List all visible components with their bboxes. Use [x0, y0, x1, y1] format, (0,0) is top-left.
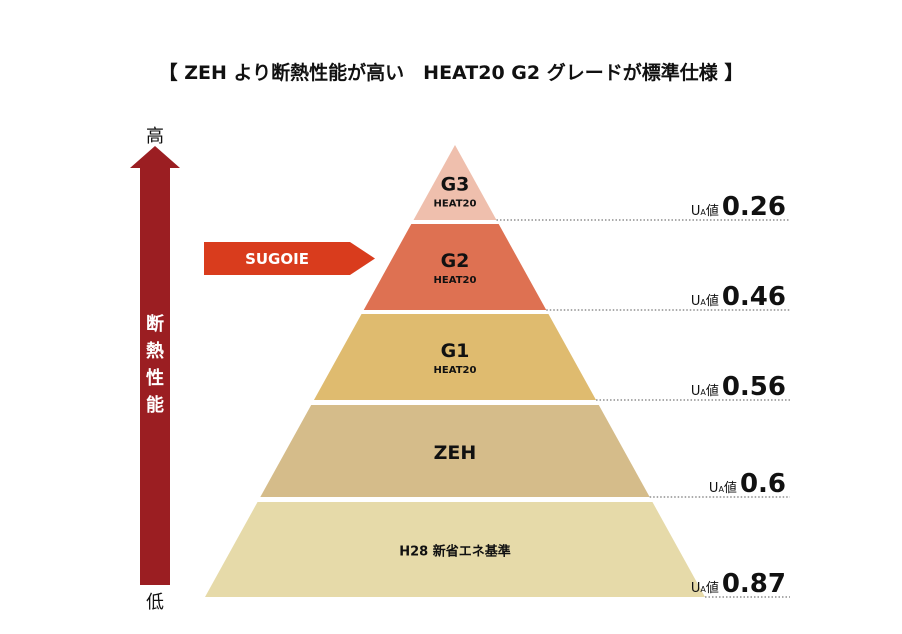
ua-label-unit: 値	[706, 383, 719, 399]
ua-value: UA値 0.26	[691, 192, 786, 222]
level-sub: HEAT20	[434, 275, 477, 286]
ua-label-unit: 値	[724, 480, 737, 496]
ua-label-main: U	[709, 481, 719, 496]
sugoie-arrow	[204, 242, 375, 275]
axis-label-char: 熱	[146, 340, 164, 362]
pyramid-level	[363, 224, 547, 310]
axis-label-char: 断	[146, 313, 164, 335]
ua-label-sub: A	[700, 585, 706, 594]
title: 【 ZEH より断熱性能が高い HEAT20 G2 グレードが標準仕様 】	[159, 61, 744, 84]
ua-value: UA値 0.87	[691, 569, 786, 599]
ua-label-main: U	[691, 384, 701, 399]
level-name: G1	[441, 340, 470, 362]
ua-label-unit: 値	[706, 293, 719, 309]
level-name: ZEH	[434, 442, 477, 464]
level-sub: HEAT20	[434, 365, 477, 376]
ua-label-main: U	[691, 204, 701, 219]
ua-label-sub: A	[718, 485, 724, 494]
pyramid-level	[205, 502, 705, 597]
pyramid-level	[260, 405, 650, 497]
ua-value: UA値 0.6	[709, 469, 786, 499]
ua-value: UA値 0.46	[691, 282, 786, 312]
ua-number: 0.87	[722, 569, 786, 599]
axis-arrow	[130, 146, 180, 585]
ua-value: UA値 0.56	[691, 372, 786, 402]
axis-label: 断熱性能	[146, 313, 164, 416]
level-sub: HEAT20	[434, 199, 477, 210]
level-name: H28 新省エネ基準	[399, 544, 511, 560]
ua-label-main: U	[691, 581, 701, 596]
ua-label-unit: 値	[706, 580, 719, 596]
ua-label-sub: A	[700, 388, 706, 397]
axis-high: 高	[146, 126, 164, 147]
axis-low: 低	[146, 592, 164, 613]
level-name: G3	[441, 174, 470, 196]
pyramid-level	[413, 145, 497, 220]
ua-label-sub: A	[700, 208, 706, 217]
ua-number: 0.56	[722, 372, 786, 402]
axis-label-char: 能	[146, 394, 164, 416]
ua-number: 0.26	[722, 192, 786, 222]
ua-number: 0.6	[740, 469, 786, 499]
sugoie-label: SUGOIE	[245, 250, 309, 268]
axis-label-char: 性	[146, 367, 164, 389]
ua-number: 0.46	[722, 282, 786, 312]
ua-label-main: U	[691, 294, 701, 309]
ua-label-sub: A	[700, 298, 706, 307]
ua-label-unit: 値	[706, 203, 719, 219]
level-name: G2	[441, 250, 470, 272]
pyramid-level	[313, 314, 597, 400]
